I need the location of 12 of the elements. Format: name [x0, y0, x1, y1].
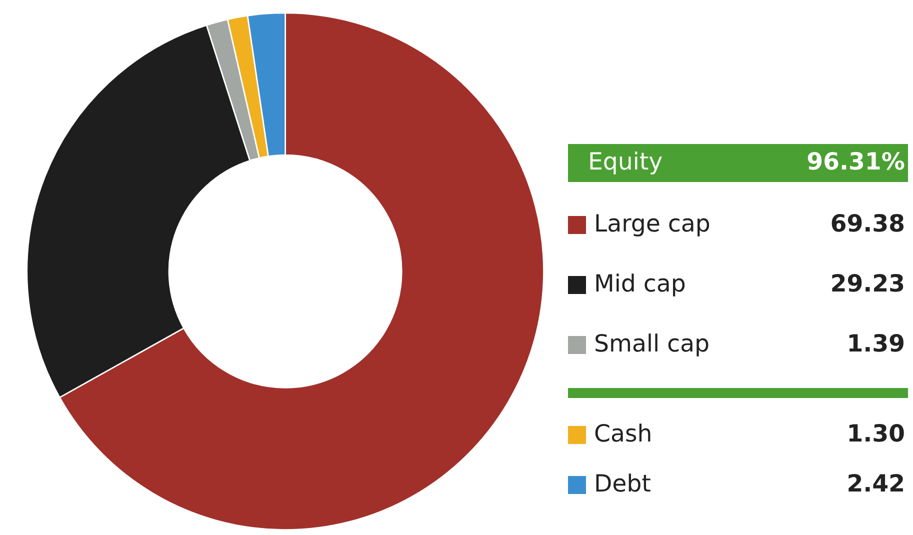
text: 96.31% — [808, 152, 904, 170]
legend-label: Debt — [596, 474, 650, 492]
legend-label: Large cap — [596, 214, 710, 236]
legend-label: Mid cap — [596, 274, 685, 296]
text: Equity — [590, 152, 662, 174]
legend-label: Small cap — [596, 334, 708, 356]
data-label: 69.38 — [832, 214, 904, 232]
data-label: 2.42 — [848, 474, 903, 492]
data-label: 1.39 — [849, 334, 904, 352]
data-label: 29.23 — [832, 274, 904, 292]
legend-label: Cash — [595, 424, 650, 442]
data-label: 1.30 — [849, 424, 904, 442]
